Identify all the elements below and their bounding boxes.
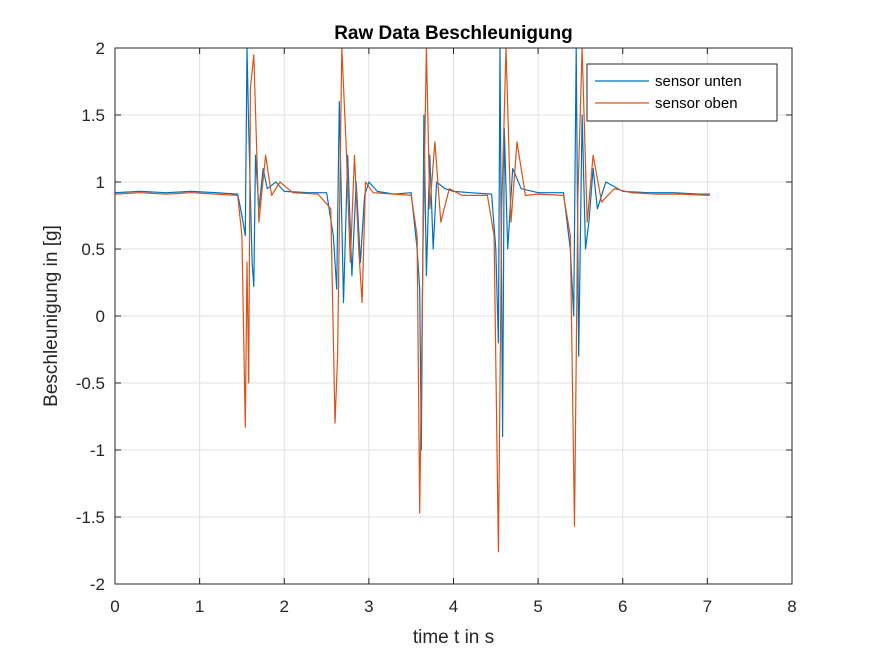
legend-box [586,63,778,122]
y-tick-label: -1 [90,441,105,460]
grid [114,47,793,585]
legend-label: sensor unten [655,73,742,90]
x-axis-label: time t in s [413,627,494,648]
x-tick-label: 3 [364,597,373,616]
legend-label: sensor oben [655,95,738,112]
y-tick-label: -1.5 [76,508,105,527]
x-axis: 0 1 2 3 4 5 6 7 8 [110,48,797,616]
x-tick-label: 6 [618,597,627,616]
x-tick-label: 5 [533,597,542,616]
x-tick-label: 2 [280,597,289,616]
x-tick-label: 4 [449,597,458,616]
y-tick-label: 1 [96,173,105,192]
y-tick-label: 2 [96,39,105,58]
x-tick-label: 7 [703,597,712,616]
y-axis-label: Beschleunigung in [g] [41,225,62,407]
x-tick-label: 8 [787,597,796,616]
y-tick-label: 0 [96,307,105,326]
y-axis: 2 1.5 1 0.5 0 -0.5 -1 -1.5 -2 [76,39,792,594]
y-tick-label: -2 [90,575,105,594]
y-tick-label: -0.5 [76,374,105,393]
series-line-2 [115,48,710,553]
series-group [115,48,710,553]
y-tick-label: 0.5 [81,240,105,259]
legend: sensor unten sensor oben [586,63,778,122]
series-line-1 [115,48,710,451]
x-tick-label: 1 [195,597,204,616]
y-tick-label: 1.5 [81,106,105,125]
chart-title: Raw Data Beschleunigung [334,23,573,44]
x-tick-label: 0 [110,597,119,616]
